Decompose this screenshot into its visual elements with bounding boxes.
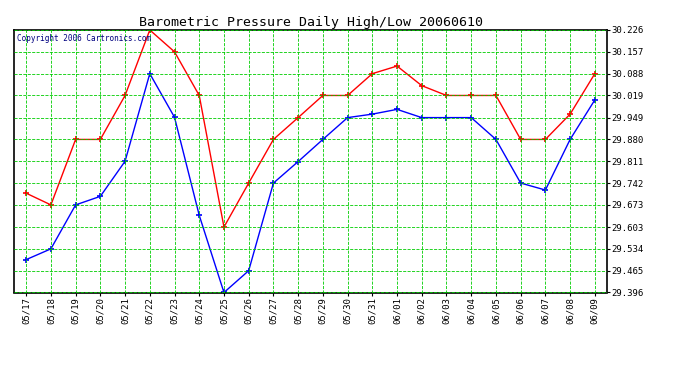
Text: Copyright 2006 Cartronics.com: Copyright 2006 Cartronics.com xyxy=(17,34,151,43)
Title: Barometric Pressure Daily High/Low 20060610: Barometric Pressure Daily High/Low 20060… xyxy=(139,16,482,29)
